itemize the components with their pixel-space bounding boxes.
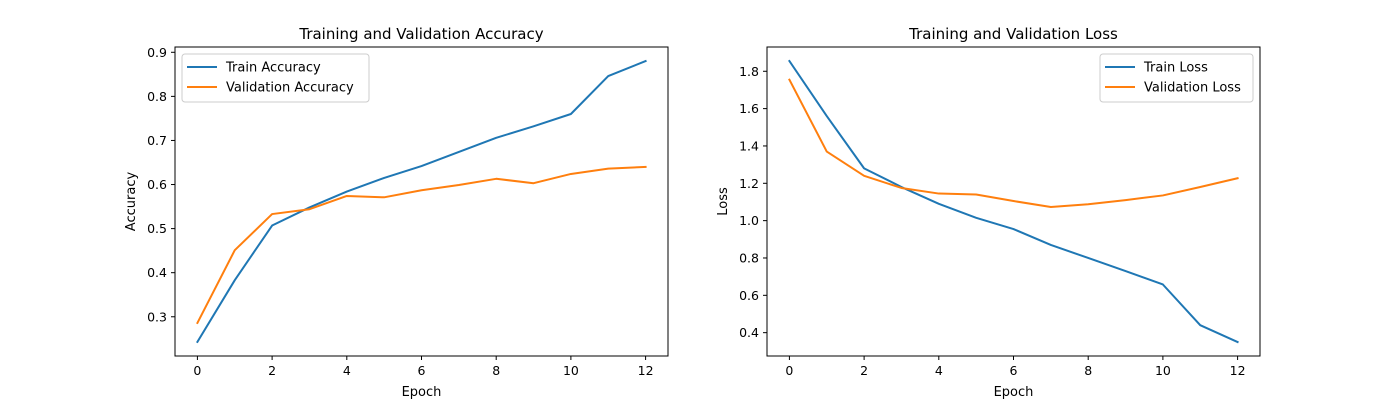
chart-2-y-tick-label: 0.6 (739, 288, 759, 303)
chart-1-x-tick-label: 12 (638, 363, 654, 378)
chart-2-y-tick-label: 1.2 (739, 176, 759, 191)
chart-2-y-tick-label: 0.8 (739, 250, 759, 265)
chart-2-x-tick-label: 2 (860, 363, 868, 378)
chart-1-frame (174, 46, 669, 357)
chart-1-x-tick-label: 6 (418, 363, 426, 378)
chart-1-x-tick-label: 10 (563, 363, 579, 378)
chart-1-title: Training and Validation Accuracy (298, 25, 543, 43)
chart-2-x-axis-label: Epoch (994, 385, 1034, 400)
chart-2-x-tick-label: 12 (1230, 363, 1246, 378)
chart-1-legend-box (181, 53, 370, 103)
chart-1-y-tick-label: 0.3 (147, 309, 167, 324)
chart-1-y-tick-label: 0.8 (147, 89, 167, 104)
chart-2: Training and Validation Loss 0 2 4 6 8 10 12 0.4… (716, 25, 1261, 400)
chart-1-y-tick-label: 0.5 (147, 221, 167, 236)
chart-2-y-tick-label: 1.8 (739, 64, 759, 79)
chart-2-x-tick-label: 4 (935, 363, 943, 378)
chart-2-x-tick-label: 0 (785, 363, 793, 378)
chart-1-x-tick-label: 2 (268, 363, 276, 378)
chart-1-series-2-line (196, 165, 647, 325)
chart-1-y-tick-label: 0.4 (147, 265, 167, 280)
chart-2-y-tick-label: 1.4 (739, 138, 759, 153)
chart-2-y-tick-label: 0.4 (739, 325, 759, 340)
chart-1-series-1-line (196, 59, 647, 344)
chart-1-x-tick-label: 0 (193, 363, 201, 378)
chart-2-legend: Train Loss Validation Loss (1099, 53, 1254, 103)
chart-1-legend-label-1: Train Accuracy (225, 61, 321, 76)
chart-1-y-tick-label: 0.6 (147, 177, 167, 192)
chart-1-y-tick-label: 0.7 (147, 133, 167, 148)
chart-2-frame (766, 46, 1261, 357)
chart-2-y-tick-label: 1.0 (739, 213, 759, 228)
chart-2-y-axis-label: Loss (716, 187, 731, 216)
chart-2-series-2-line (788, 78, 1239, 209)
chart-2-legend-label-1: Train Loss (1143, 61, 1208, 76)
chart-2-x-tick-label: 10 (1155, 363, 1171, 378)
chart-1-x-tick-label: 4 (343, 363, 351, 378)
chart-2-legend-label-2: Validation Loss (1144, 81, 1241, 96)
chart-1-x-tick-label: 8 (492, 363, 500, 378)
chart-2-x-tick-label: 8 (1084, 363, 1092, 378)
chart-1: Training and Validation Accuracy 0 2 4 6 8 10 1… (124, 25, 669, 400)
chart-1-x-axis-label: Epoch (402, 385, 442, 400)
chart-2-series-1-line (788, 59, 1239, 344)
chart-2-x-tick-label: 6 (1010, 363, 1018, 378)
chart-2-y-tick-label: 1.6 (739, 101, 759, 116)
chart-1-legend: Train Accuracy Validation Accuracy (181, 53, 370, 103)
chart-1-y-tick-label: 0.9 (147, 45, 167, 60)
chart-2-title: Training and Validation Loss (908, 25, 1118, 43)
chart-1-legend-label-2: Validation Accuracy (226, 81, 354, 96)
chart-1-y-axis-label: Accuracy (124, 172, 139, 232)
chart-2-legend-box (1099, 53, 1254, 103)
